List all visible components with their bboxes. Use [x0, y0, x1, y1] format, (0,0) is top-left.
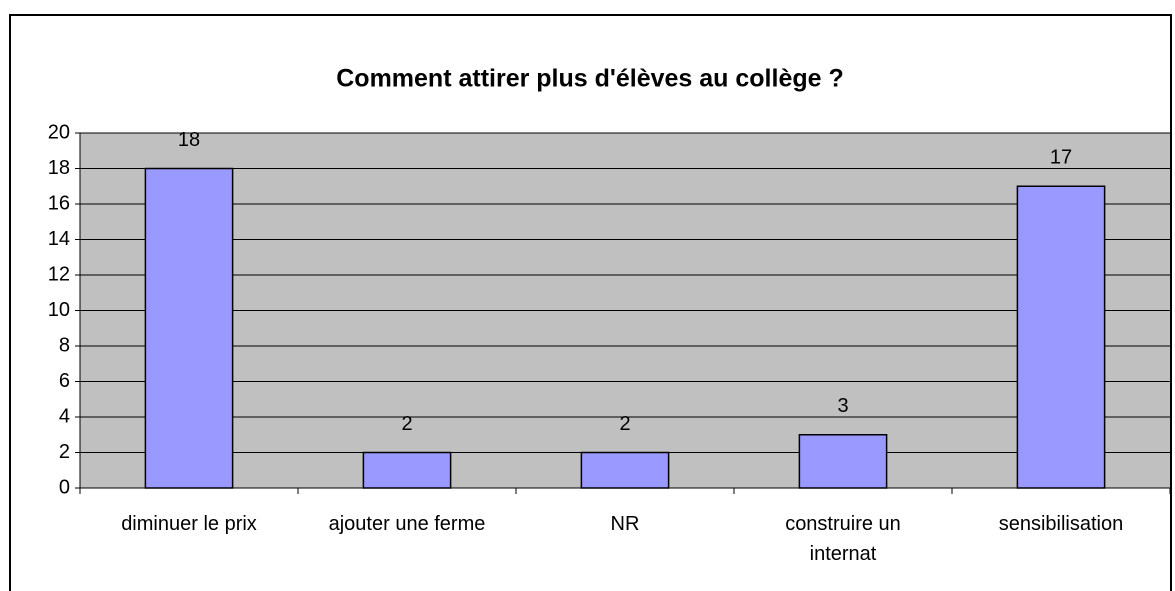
y-tick-label: 6 [59, 370, 70, 392]
y-tick-label: 10 [48, 299, 70, 321]
y-tick-label: 4 [59, 405, 70, 427]
value-label: 2 [619, 413, 630, 435]
x-tick-label: NR [610, 513, 640, 535]
y-tick-label: 18 [48, 157, 70, 179]
x-tick-label: diminuer le prix [121, 513, 257, 535]
bar [580, 451, 670, 489]
y-tick-label: 12 [48, 263, 70, 285]
value-label: 3 [837, 395, 848, 417]
value-label: 18 [178, 129, 200, 151]
chart-title: Comment attirer plus d'élèves au collège… [336, 65, 843, 93]
bar [144, 167, 234, 489]
x-tick-label: ajouter une ferme [328, 513, 486, 535]
y-tick-label: 16 [48, 192, 70, 214]
y-tick-label: 14 [48, 228, 70, 250]
x-tick-label: sensibilisation [998, 513, 1124, 535]
y-tick-label: 20 [48, 121, 70, 143]
x-tick-label: construire un internat [785, 513, 901, 565]
value-label: 2 [401, 413, 412, 435]
bar [1016, 185, 1106, 489]
y-tick-label: 8 [59, 334, 70, 356]
y-tick-label: 2 [59, 441, 70, 463]
bar [362, 451, 452, 489]
y-tick-label: 0 [59, 476, 70, 498]
bar [798, 434, 888, 489]
value-label: 17 [1050, 147, 1072, 169]
